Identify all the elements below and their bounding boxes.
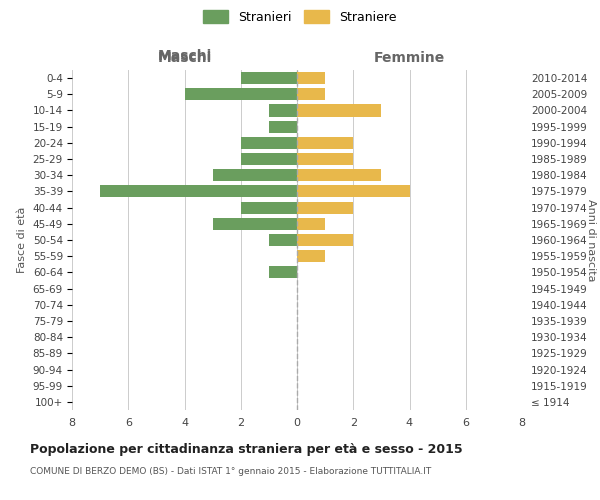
Text: Maschi: Maschi — [157, 49, 212, 63]
Bar — [297, 104, 382, 117]
Bar — [297, 186, 409, 198]
Bar — [297, 137, 353, 149]
Bar — [269, 266, 297, 278]
Bar — [297, 234, 353, 246]
Bar — [297, 218, 325, 230]
Bar — [241, 153, 297, 165]
Y-axis label: Anni di nascita: Anni di nascita — [586, 198, 596, 281]
Bar — [297, 202, 353, 213]
Text: COMUNE DI BERZO DEMO (BS) - Dati ISTAT 1° gennaio 2015 - Elaborazione TUTTITALIA: COMUNE DI BERZO DEMO (BS) - Dati ISTAT 1… — [30, 468, 431, 476]
Legend: Stranieri, Straniere: Stranieri, Straniere — [198, 5, 402, 28]
Bar — [212, 169, 297, 181]
Bar — [241, 202, 297, 213]
Bar — [185, 88, 297, 101]
Text: Femmine: Femmine — [374, 51, 445, 65]
Bar — [297, 88, 325, 101]
Bar — [297, 153, 353, 165]
Bar — [269, 234, 297, 246]
Bar — [241, 137, 297, 149]
Bar — [297, 169, 382, 181]
Bar — [269, 104, 297, 117]
Text: Popolazione per cittadinanza straniera per età e sesso - 2015: Popolazione per cittadinanza straniera p… — [30, 442, 463, 456]
Bar — [100, 186, 297, 198]
Bar — [297, 250, 325, 262]
Bar — [212, 218, 297, 230]
Text: Maschi: Maschi — [157, 51, 212, 65]
Bar — [241, 72, 297, 84]
Bar — [297, 72, 325, 84]
Bar — [269, 120, 297, 132]
Y-axis label: Fasce di età: Fasce di età — [17, 207, 27, 273]
